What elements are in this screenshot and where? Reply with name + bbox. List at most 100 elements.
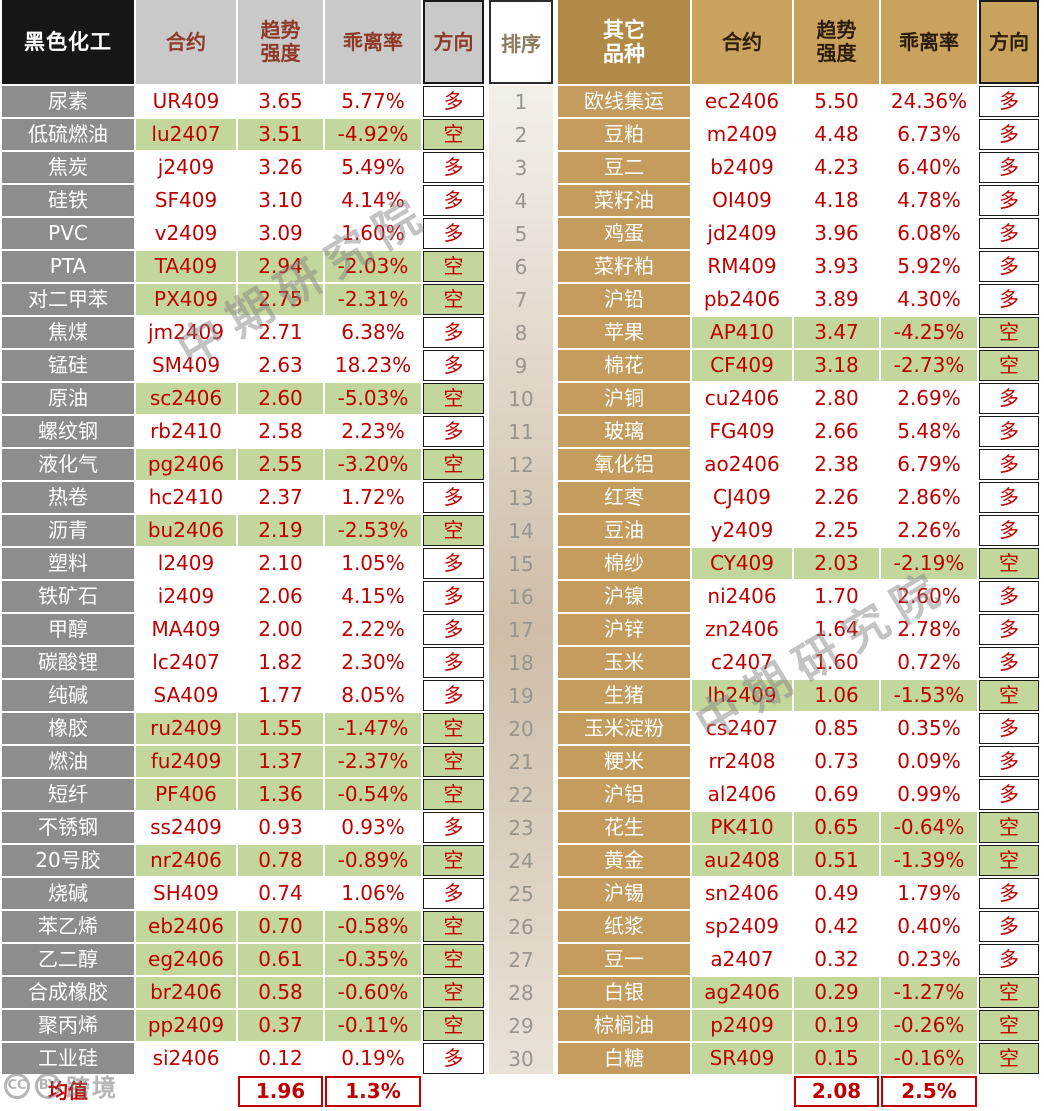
deviation-cell: 6.38% [325, 317, 421, 348]
strength-cell: 0.19 [794, 1010, 879, 1041]
rank-cell: 8 [514, 320, 528, 345]
strength-cell: 1.64 [794, 614, 879, 645]
commodity-name: 橡胶 [2, 713, 134, 744]
commodity-name: 尿素 [2, 86, 134, 117]
right-header-strength: 趋势 强度 [794, 0, 879, 84]
deviation-cell: 2.26% [881, 515, 977, 546]
strength-cell: 1.60 [794, 647, 879, 678]
deviation-cell: -2.31% [325, 284, 421, 315]
rank-cell: 23 [508, 815, 534, 840]
deviation-cell: -0.64% [881, 812, 977, 843]
rank-cell: 11 [508, 419, 534, 444]
direction-cell: 多 [423, 185, 484, 216]
strength-cell: 3.93 [794, 251, 879, 282]
rank-cell: 4 [514, 188, 528, 213]
deviation-cell: 2.22% [325, 614, 421, 645]
contract-cell: SM409 [136, 350, 236, 381]
commodity-name: 棉纱 [558, 548, 690, 579]
direction-cell: 多 [423, 548, 484, 579]
direction-cell: 多 [979, 218, 1039, 249]
direction-cell: 多 [423, 86, 484, 117]
deviation-cell: 0.19% [325, 1043, 421, 1074]
deviation-cell: 0.35% [881, 713, 977, 744]
contract-cell: rb2410 [136, 416, 236, 447]
rank-cell: 29 [508, 1013, 534, 1038]
contract-cell: a2407 [692, 944, 792, 975]
deviation-cell: -2.19% [881, 548, 977, 579]
rank-cell: 28 [508, 980, 534, 1005]
contract-cell: PK410 [692, 812, 792, 843]
commodity-name: 豆二 [558, 152, 690, 183]
rank-cell: 15 [508, 551, 534, 576]
commodity-name: 豆油 [558, 515, 690, 546]
deviation-cell: 1.60% [325, 218, 421, 249]
deviation-cell: 2.86% [881, 482, 977, 513]
commodity-name: 硅铁 [2, 185, 134, 216]
deviation-cell: -0.54% [325, 779, 421, 810]
commodity-name: 氧化铝 [558, 449, 690, 480]
commodity-name: 菜籽油 [558, 185, 690, 216]
commodity-name: 螺纹钢 [2, 416, 134, 447]
commodity-name: 低硫燃油 [2, 119, 134, 150]
rank-cell: 19 [508, 683, 534, 708]
direction-cell: 多 [423, 680, 484, 711]
strength-cell: 0.49 [794, 878, 879, 909]
strength-cell: 0.70 [238, 911, 323, 942]
contract-cell: AP410 [692, 317, 792, 348]
commodity-name: 纯碱 [2, 680, 134, 711]
direction-cell: 空 [423, 1010, 484, 1041]
contract-cell: zn2406 [692, 614, 792, 645]
rank-cell: 12 [508, 452, 534, 477]
direction-cell: 多 [979, 383, 1039, 414]
contract-cell: c2407 [692, 647, 792, 678]
strength-cell: 0.65 [794, 812, 879, 843]
strength-cell: 4.23 [794, 152, 879, 183]
strength-cell: 0.32 [794, 944, 879, 975]
contract-cell: fu2409 [136, 746, 236, 777]
commodity-name: 20号胶 [2, 845, 134, 876]
deviation-cell: -2.73% [881, 350, 977, 381]
deviation-cell: -1.53% [881, 680, 977, 711]
direction-cell: 多 [423, 1043, 484, 1074]
deviation-cell: 1.05% [325, 548, 421, 579]
strength-cell: 2.60 [238, 383, 323, 414]
strength-cell: 1.70 [794, 581, 879, 612]
right-table: 其它 品种 合约 趋势 强度 乖离率 方向 欧线集运 ec2406 5.50 24.3… [558, 0, 1039, 1111]
contract-cell: FG409 [692, 416, 792, 447]
strength-cell: 3.89 [794, 284, 879, 315]
contract-cell: ru2409 [136, 713, 236, 744]
commodity-name: 红枣 [558, 482, 690, 513]
contract-cell: j2409 [136, 152, 236, 183]
contract-cell: i2409 [136, 581, 236, 612]
direction-cell: 空 [979, 350, 1039, 381]
deviation-cell: -2.37% [325, 746, 421, 777]
contract-cell: ag2406 [692, 977, 792, 1008]
direction-cell: 多 [423, 482, 484, 513]
contract-cell: au2408 [692, 845, 792, 876]
direction-cell: 空 [979, 1010, 1039, 1041]
strength-cell: 0.78 [238, 845, 323, 876]
commodity-name: 铁矿石 [2, 581, 134, 612]
contract-cell: ao2406 [692, 449, 792, 480]
contract-cell: cs2407 [692, 713, 792, 744]
strength-cell: 5.50 [794, 86, 879, 117]
commodity-name: 聚丙烯 [2, 1010, 134, 1041]
deviation-cell: 5.92% [881, 251, 977, 282]
contract-cell: lc2407 [136, 647, 236, 678]
commodity-name: 沪铝 [558, 779, 690, 810]
strength-cell: 4.18 [794, 185, 879, 216]
contract-cell: ni2406 [692, 581, 792, 612]
deviation-cell: 6.40% [881, 152, 977, 183]
rank-column: 排序 1 2 3 4 5 6 7 8 9 10 11 12 13 14 15 16 17 18 19 20 21 22 23… [489, 0, 553, 1111]
rank-cell: 17 [508, 617, 534, 642]
direction-cell: 多 [423, 317, 484, 348]
left-table-title: 黑色化工 [2, 0, 134, 84]
contract-cell: hc2410 [136, 482, 236, 513]
deviation-cell: 0.09% [881, 746, 977, 777]
strength-cell: 3.10 [238, 185, 323, 216]
deviation-cell: -3.20% [325, 449, 421, 480]
direction-cell: 空 [423, 845, 484, 876]
direction-cell: 多 [423, 614, 484, 645]
commodity-name: 沪锡 [558, 878, 690, 909]
direction-cell: 多 [423, 581, 484, 612]
